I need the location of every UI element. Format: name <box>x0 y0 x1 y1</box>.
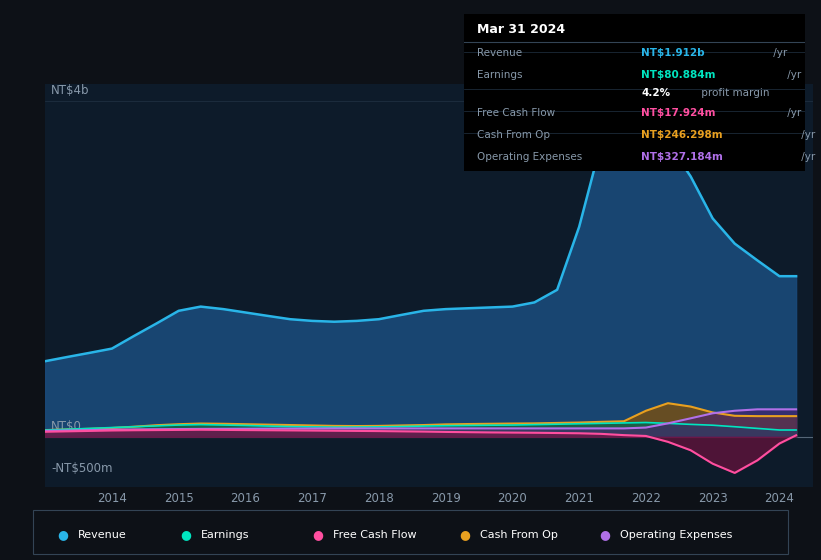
Text: Operating Expenses: Operating Expenses <box>478 152 583 162</box>
Text: ●: ● <box>599 528 610 542</box>
Text: /yr: /yr <box>784 108 801 118</box>
Text: NT$4b: NT$4b <box>51 84 89 97</box>
Text: NT$0: NT$0 <box>51 420 82 433</box>
Text: Free Cash Flow: Free Cash Flow <box>333 530 416 540</box>
Text: Revenue: Revenue <box>478 49 523 58</box>
Text: NT$80.884m: NT$80.884m <box>641 71 716 81</box>
Text: Earnings: Earnings <box>201 530 250 540</box>
Text: profit margin: profit margin <box>699 88 770 97</box>
Text: NT$246.298m: NT$246.298m <box>641 130 722 140</box>
Text: Revenue: Revenue <box>78 530 126 540</box>
Text: ●: ● <box>57 528 68 542</box>
Text: Free Cash Flow: Free Cash Flow <box>478 108 556 118</box>
Text: /yr: /yr <box>799 130 816 140</box>
Text: Cash From Op: Cash From Op <box>478 130 551 140</box>
Text: ●: ● <box>312 528 323 542</box>
Text: Operating Expenses: Operating Expenses <box>620 530 732 540</box>
Text: Mar 31 2024: Mar 31 2024 <box>478 24 566 36</box>
Text: NT$1.912b: NT$1.912b <box>641 49 704 58</box>
Text: /yr: /yr <box>799 152 816 162</box>
Text: /yr: /yr <box>770 49 787 58</box>
Text: NT$327.184m: NT$327.184m <box>641 152 723 162</box>
Text: ●: ● <box>181 528 191 542</box>
Text: NT$17.924m: NT$17.924m <box>641 108 716 118</box>
Text: Earnings: Earnings <box>478 71 523 81</box>
Text: Cash From Op: Cash From Op <box>480 530 558 540</box>
Text: -NT$500m: -NT$500m <box>51 462 112 475</box>
Text: 4.2%: 4.2% <box>641 88 670 97</box>
Text: /yr: /yr <box>784 71 801 81</box>
Text: ●: ● <box>460 528 470 542</box>
